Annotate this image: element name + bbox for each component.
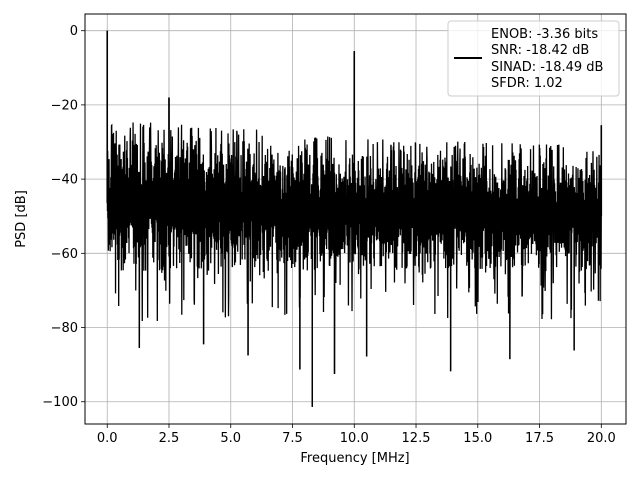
legend-entry-enob: ENOB: -3.36 bits [491, 27, 598, 42]
x-tick-label: 15.0 [463, 431, 492, 446]
y-tick-label: −80 [51, 321, 78, 336]
x-tick-label: 7.5 [282, 431, 303, 446]
legend-entry-sfdr: SFDR: 1.02 [491, 76, 563, 91]
y-tick-label: −100 [42, 395, 78, 410]
psd-trace [106, 30, 603, 407]
y-tick-label: −60 [51, 247, 78, 262]
x-tick-label: 20.0 [587, 431, 616, 446]
x-tick-label: 10.0 [340, 431, 369, 446]
legend-entry-sinad: SINAD: -18.49 dB [491, 60, 603, 75]
y-tick-label: −40 [51, 173, 78, 188]
legend-entry-snr: SNR: -18.42 dB [491, 43, 589, 58]
x-axis: 0.0 2.5 5.0 7.5 10.0 12.5 15.0 17.5 20.0 [97, 424, 616, 446]
legend: ENOB: -3.36 bits SNR: -18.42 dB SINAD: -… [447, 20, 620, 97]
y-axis-label: PSD [dB] [14, 190, 29, 248]
x-tick-label: 2.5 [159, 431, 180, 446]
y-axis: 0 −20 −40 −60 −80 −100 [42, 24, 85, 410]
x-tick-label: 17.5 [525, 431, 554, 446]
psd-series-line [106, 30, 602, 407]
y-tick-label: 0 [70, 24, 78, 39]
x-tick-label: 0.0 [97, 431, 118, 446]
x-axis-label: Frequency [MHz] [300, 451, 409, 466]
y-tick-label: −20 [51, 98, 78, 113]
legend-box [447, 20, 620, 97]
x-tick-label: 12.5 [402, 431, 431, 446]
x-tick-label: 5.0 [220, 431, 241, 446]
plot-frame [84, 13, 627, 425]
